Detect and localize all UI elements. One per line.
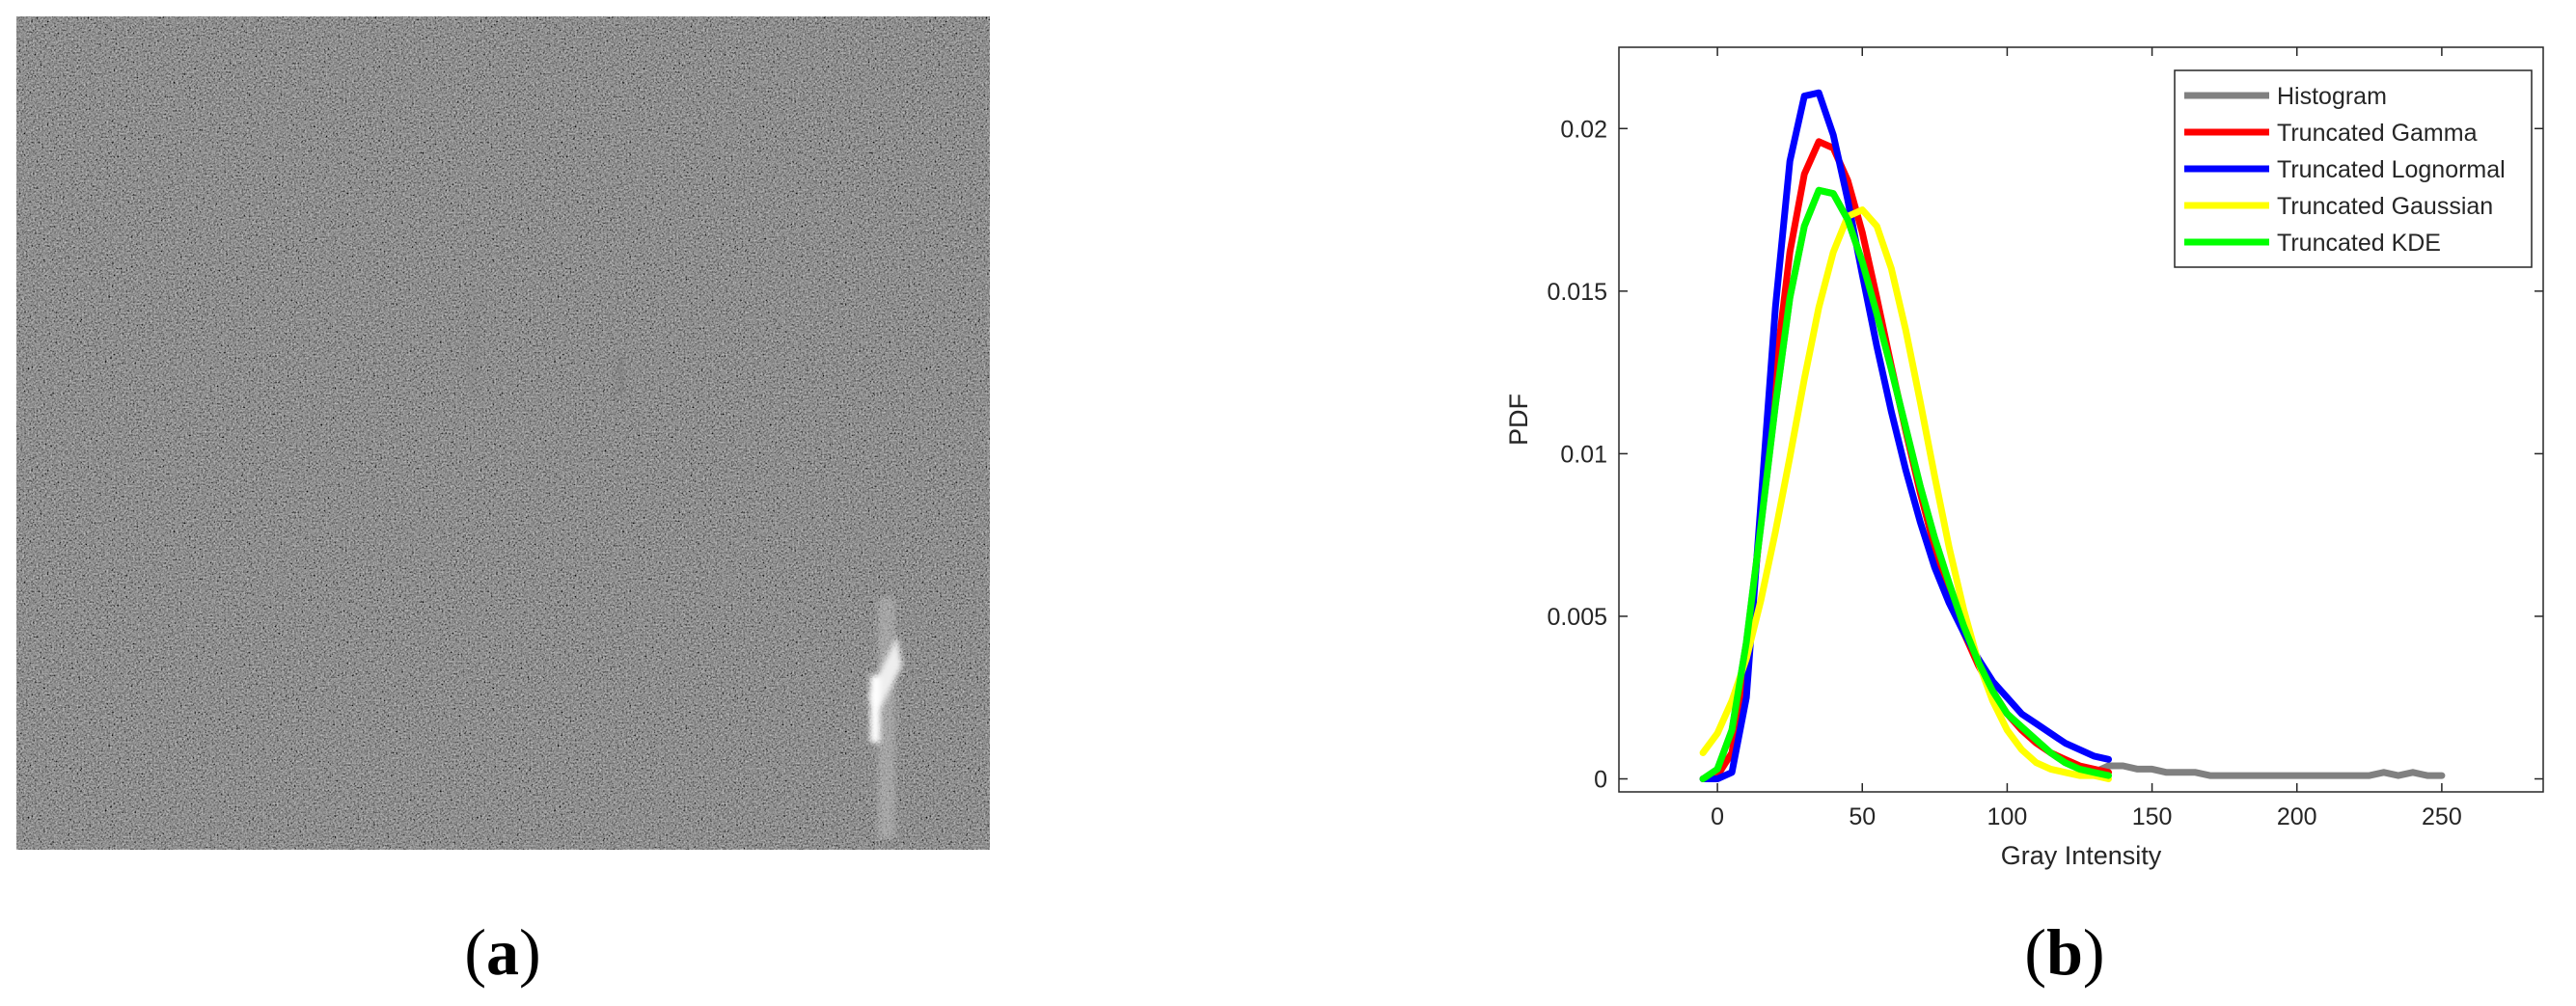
series-line: [1699, 206, 2112, 782]
sonar-image: [16, 16, 990, 850]
legend-label: Truncated Gaussian: [2277, 193, 2493, 220]
y-tick-label: 0: [1594, 767, 1607, 794]
y-tick-label: 0.015: [1547, 279, 1607, 306]
image-highlights: [471, 289, 902, 839]
x-tick-label: 100: [1987, 803, 2028, 830]
series-line: [1699, 89, 2112, 782]
y-axis-label: PDF: [1504, 394, 1533, 446]
legend-label: Truncated Lognormal: [2277, 156, 2506, 183]
chart: 0 50 100 150 200 250 0 0.005 0.01 0.015 0.02 Gray I…: [1504, 46, 2544, 870]
x-tick-label: 250: [2422, 803, 2462, 830]
image-noise: [16, 16, 990, 850]
legend-label: Histogram: [2277, 83, 2387, 110]
axes-box: [1618, 46, 2544, 793]
x-tick-label: 50: [1849, 803, 1876, 830]
panel-label-a: (a): [464, 915, 540, 989]
x-tick-label: 0: [1711, 803, 1724, 830]
legend-label: Truncated KDE: [2277, 230, 2441, 257]
y-tick-label: 0.01: [1560, 441, 1607, 468]
y-tick-label: 0.02: [1560, 116, 1607, 143]
panel-label-b: (b): [2024, 915, 2104, 989]
x-tick-label: 200: [2277, 803, 2317, 830]
y-tick-label: 0.005: [1547, 604, 1607, 631]
paren: ): [519, 915, 541, 989]
series-line: [1699, 186, 2112, 782]
x-tick-label: 150: [2132, 803, 2173, 830]
panel-letter: a: [486, 915, 519, 989]
x-axis-label: Gray Intensity: [2001, 841, 2162, 870]
legend-label: Truncated Gamma: [2277, 120, 2478, 147]
paren: (: [2024, 915, 2046, 989]
paren: ): [2083, 915, 2105, 989]
paren: (: [464, 915, 486, 989]
panel-letter: b: [2046, 915, 2083, 989]
